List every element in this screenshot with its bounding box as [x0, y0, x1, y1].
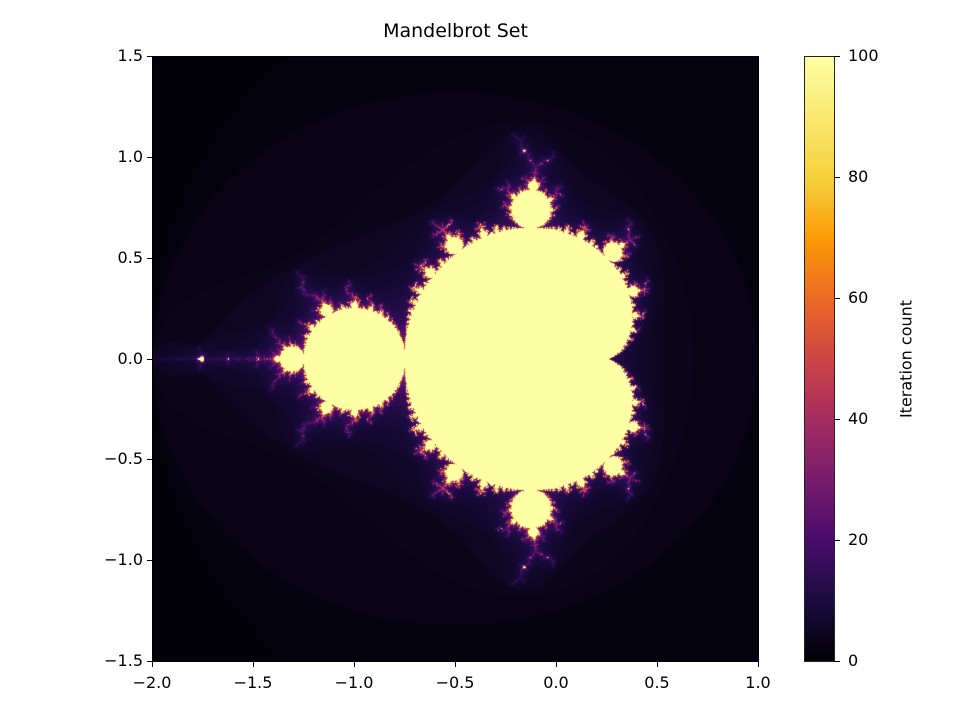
x-tick-label: −2.0: [132, 673, 172, 692]
y-tick-label: −0.5: [104, 449, 143, 468]
x-tick: [657, 662, 658, 667]
x-tick-label: −1.0: [334, 673, 374, 692]
x-tick: [758, 662, 759, 667]
x-tick-label: 0.5: [644, 673, 670, 692]
y-tick-label: −1.5: [104, 651, 143, 670]
y-tick-label: 1.0: [117, 147, 143, 166]
x-tick-label: 1.0: [745, 673, 771, 692]
y-tick: [147, 560, 152, 561]
y-tick: [147, 359, 152, 360]
colorbar-tick-label: 20: [848, 530, 869, 549]
colorbar-tick-label: 40: [848, 409, 869, 428]
colorbar-tick: [835, 661, 840, 662]
x-tick-label: −1.5: [233, 673, 273, 692]
y-tick: [147, 661, 152, 662]
x-tick-label: 0.0: [543, 673, 569, 692]
x-tick: [354, 662, 355, 667]
colorbar-tick-label: 0: [848, 651, 859, 670]
colorbar-tick: [835, 298, 840, 299]
chart-title: Mandelbrot Set: [383, 20, 528, 42]
x-tick: [152, 662, 153, 667]
colorbar-tick: [835, 419, 840, 420]
plot-area: [152, 56, 759, 662]
colorbar-tick: [835, 56, 840, 57]
mandelbrot-image: [153, 57, 758, 661]
colorbar: [804, 56, 835, 662]
x-tick: [455, 662, 456, 667]
y-tick-label: −1.0: [104, 550, 143, 569]
x-tick: [556, 662, 557, 667]
y-tick: [147, 459, 152, 460]
y-tick-label: 1.5: [117, 46, 143, 65]
colorbar-tick-label: 100: [848, 46, 879, 65]
y-tick: [147, 258, 152, 259]
y-tick: [147, 157, 152, 158]
x-tick: [253, 662, 254, 667]
colorbar-tick: [835, 177, 840, 178]
y-tick: [147, 56, 152, 57]
colorbar-tick: [835, 540, 840, 541]
y-tick-label: 0.0: [117, 349, 143, 368]
y-tick-label: 0.5: [117, 248, 143, 267]
x-tick-label: −0.5: [435, 673, 475, 692]
colorbar-tick-label: 80: [848, 167, 869, 186]
colorbar-tick-label: 60: [848, 288, 869, 307]
colorbar-label: Iteration count: [896, 299, 916, 419]
